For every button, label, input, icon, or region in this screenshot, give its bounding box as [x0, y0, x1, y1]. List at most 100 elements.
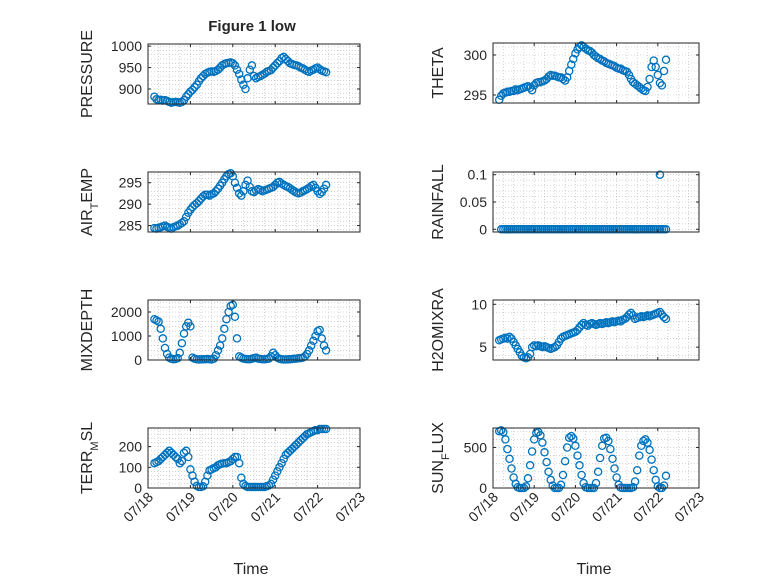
data-point: [645, 445, 654, 455]
data-point: [230, 178, 240, 187]
data-point: [626, 308, 636, 318]
data-point: [171, 452, 180, 462]
data-point: [205, 191, 214, 200]
data-point: [306, 341, 316, 350]
data-point: [659, 481, 669, 490]
data-point: [264, 481, 274, 490]
data-point: [661, 314, 671, 324]
data-point: [234, 458, 244, 468]
data-point: [315, 189, 324, 199]
axes-box: [492, 427, 700, 489]
y-tick-label: 300: [464, 47, 488, 63]
data-point: [273, 467, 282, 476]
data-point: [595, 54, 605, 64]
data-point: [192, 199, 202, 208]
data-point: [230, 312, 240, 322]
x-tick-label: 07/20: [547, 489, 583, 525]
data-point: [209, 189, 218, 198]
data-point: [581, 44, 590, 53]
data-point: [315, 325, 324, 335]
data-point: [591, 478, 601, 488]
subplot-rainfall: 0 0.05 0.1 RAINFALL: [430, 164, 700, 240]
y-tick-label: 100: [119, 459, 143, 475]
data-point: [266, 65, 276, 75]
data-point: [503, 444, 512, 454]
data-point: [275, 463, 284, 472]
data-point: [290, 187, 299, 196]
data-point: [544, 467, 553, 477]
data-point: [270, 471, 280, 480]
data-point: [606, 444, 615, 454]
data-point: [211, 187, 221, 196]
figure-title: Figure 1 low: [208, 18, 296, 35]
y-axis-label: MIXDEPTH: [79, 289, 96, 372]
data-point: [525, 83, 535, 93]
data-point: [211, 350, 221, 360]
data-point: [567, 60, 576, 69]
data-point: [217, 334, 227, 343]
data-point: [281, 54, 291, 64]
y-tick-label: 290: [119, 196, 143, 212]
data-point: [505, 454, 514, 464]
data-point: [527, 85, 537, 95]
axes-box: [147, 171, 361, 233]
y-tick-label: 900: [119, 81, 143, 97]
data-point: [560, 456, 570, 466]
data-point: [300, 65, 310, 74]
data-point: [251, 74, 261, 83]
series-markers: [150, 424, 331, 492]
data-point: [651, 62, 660, 72]
data-point: [198, 482, 208, 491]
data-point: [628, 482, 638, 492]
subplot-h2omixra: 5 10 H2OMIXRA: [430, 288, 700, 372]
data-point: [213, 65, 223, 74]
data-point: [579, 478, 588, 488]
data-point: [179, 217, 189, 226]
data-point: [268, 182, 278, 192]
data-point: [647, 455, 656, 464]
data-point: [268, 348, 278, 358]
data-point: [661, 225, 671, 234]
data-point: [181, 212, 191, 222]
subplot-pressure: 900 950 1000 PRESSURE: [79, 30, 361, 118]
data-point: [567, 431, 576, 441]
data-point: [173, 353, 182, 363]
data-point: [175, 348, 185, 358]
data-point: [321, 180, 331, 190]
data-point: [304, 346, 314, 355]
data-point: [635, 451, 644, 460]
data-point: [321, 346, 331, 355]
data-point: [186, 205, 195, 214]
x-tick-label: 07/22: [290, 489, 326, 525]
y-tick-label: 0.05: [460, 194, 487, 210]
axes-box: [492, 42, 700, 104]
x-tick-label: 07/20: [205, 489, 241, 525]
series-markers: [494, 307, 671, 363]
data-point: [653, 70, 663, 80]
data-point: [610, 464, 619, 473]
data-point: [237, 191, 246, 200]
data-point: [177, 218, 187, 228]
data-point: [158, 452, 168, 462]
data-point: [509, 86, 518, 96]
data-point: [287, 185, 297, 195]
data-point: [277, 458, 286, 468]
subplot-theta: 295 300 THETA: [430, 41, 700, 105]
data-point: [230, 61, 240, 70]
y-tick-label: 1000: [111, 38, 142, 54]
data-point: [279, 454, 288, 464]
y-tick-label: 200: [119, 439, 143, 455]
y-axis-label: THETA: [430, 47, 447, 99]
data-point: [294, 438, 303, 447]
data-point: [232, 183, 242, 193]
data-point: [245, 182, 255, 192]
axes-box: [147, 43, 361, 105]
data-point: [523, 474, 533, 483]
data-point: [558, 470, 568, 480]
x-tick-label: 07/21: [589, 489, 625, 525]
data-point: [173, 221, 182, 230]
y-tick-label: 1000: [111, 328, 142, 344]
data-point: [612, 473, 621, 482]
y-axis-label: RAINFALL: [430, 164, 447, 240]
data-point: [181, 92, 191, 101]
